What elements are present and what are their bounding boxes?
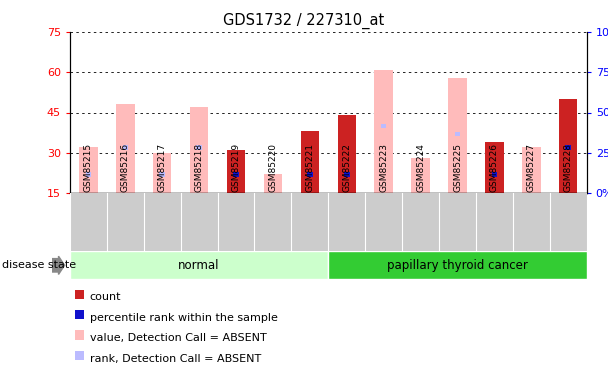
Bar [86,172,91,177]
Bar [412,158,430,193]
Bar [344,172,350,177]
Bar [190,107,209,193]
Text: value, Detection Call = ABSENT: value, Detection Call = ABSENT [89,333,266,343]
Bar [159,172,165,177]
Text: count: count [89,292,121,302]
Bar [79,147,98,193]
Text: percentile rank within the sample: percentile rank within the sample [89,313,277,323]
Bar [264,174,282,193]
Bar [70,251,328,279]
Bar [75,290,85,299]
Text: disease state: disease state [2,260,76,270]
Bar [75,330,85,340]
Bar [448,78,467,193]
Bar [227,150,245,193]
Bar [300,131,319,193]
Bar [375,69,393,193]
Bar [196,145,202,150]
Bar [75,351,85,360]
Bar [381,123,387,128]
Bar [116,104,134,193]
Bar [153,153,171,193]
Bar [233,172,239,177]
FancyArrow shape [52,256,64,274]
Text: rank, Detection Call = ABSENT: rank, Detection Call = ABSENT [89,354,261,364]
Text: normal: normal [178,259,220,272]
Bar [307,172,313,177]
Bar [492,172,497,177]
Bar [328,251,587,279]
Text: GDS1732 / 227310_at: GDS1732 / 227310_at [223,13,385,29]
Bar [337,115,356,193]
Text: papillary thyroid cancer: papillary thyroid cancer [387,259,528,272]
Bar [75,310,85,320]
Bar [123,145,128,150]
Bar [565,145,571,150]
Bar [485,142,503,193]
Bar [559,99,578,193]
Bar [455,132,460,136]
Bar [522,147,541,193]
